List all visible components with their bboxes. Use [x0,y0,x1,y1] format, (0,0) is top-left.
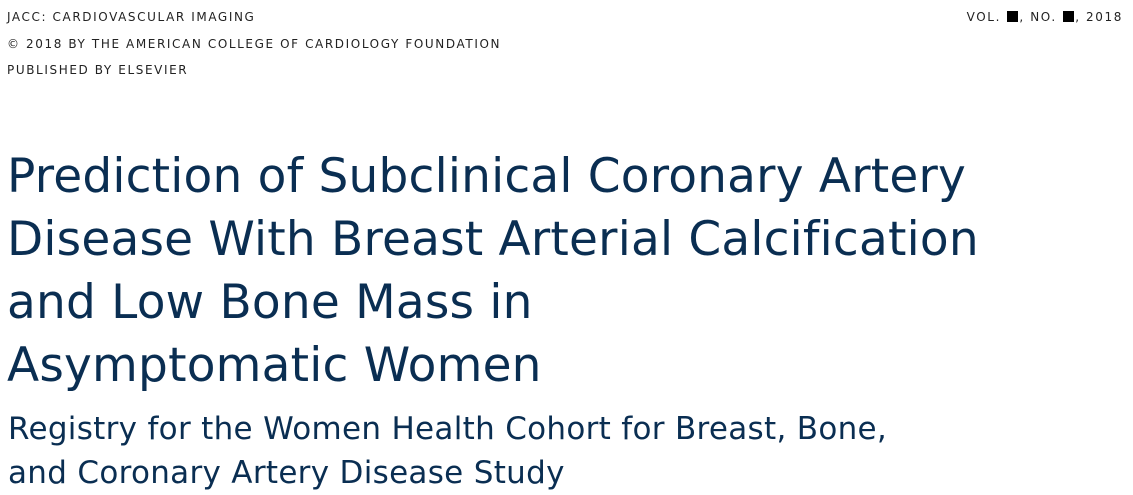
issue-year: , 2018 [1075,10,1123,24]
subtitle-line: Registry for the Women Health Cohort for… [8,411,888,447]
journal-name: JACC: CARDIOVASCULAR IMAGING [7,10,256,24]
publisher-line: PUBLISHED BY ELSEVIER [7,63,189,77]
title-line: and Low Bone Mass in [7,275,533,330]
title-line: Prediction of Subclinical Coronary Arter… [7,149,967,204]
subtitle-line: and Coronary Artery Disease Study [8,455,565,491]
title-line: Asymptomatic Women [7,338,542,393]
volume-placeholder-box [1007,11,1019,22]
article-title: Prediction of Subclinical Coronary Arter… [7,145,1117,397]
number-placeholder-box [1063,11,1075,22]
issue-info: VOL. , NO. , 2018 [967,10,1123,24]
volume-label: VOL. [966,10,1001,24]
article-subtitle: Registry for the Women Health Cohort for… [8,407,1118,495]
copyright-notice: © 2018 BY THE AMERICAN COLLEGE OF CARDIO… [7,37,502,51]
title-line: Disease With Breast Arterial Calcificati… [7,212,979,267]
number-label: , NO. [1019,10,1057,24]
